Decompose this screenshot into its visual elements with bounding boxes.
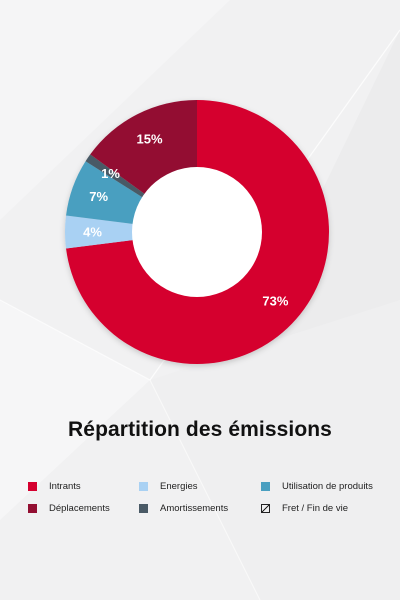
legend-item-deplacements: Déplacements bbox=[28, 503, 110, 514]
legend-swatch-intrants bbox=[28, 482, 37, 491]
donut-chart-svg: 73% 4% 7% 1% 15% bbox=[65, 100, 330, 364]
slice-energies bbox=[65, 215, 197, 249]
chart-title: Répartition des émissions bbox=[68, 418, 332, 441]
legend-label-energies: Energies bbox=[160, 481, 198, 492]
legend-label-deplacements: Déplacements bbox=[49, 503, 110, 514]
legend-item-utilisation: Utilisation de produits bbox=[261, 481, 373, 492]
legend-swatch-fret bbox=[261, 504, 270, 513]
slice-label-d-placements: 15% bbox=[137, 131, 163, 146]
legend-label-utilisation: Utilisation de produits bbox=[282, 481, 373, 492]
donut-chart: 73% 4% 7% 1% 15% bbox=[65, 100, 330, 364]
slice-label-amortissements: 1% bbox=[101, 166, 120, 181]
donut-hole bbox=[132, 167, 262, 297]
legend-label-fret: Fret / Fin de vie bbox=[282, 503, 348, 514]
legend-swatch-amortissements bbox=[139, 504, 148, 513]
slice-label-energies: 4% bbox=[83, 225, 102, 240]
slice-label-intrants: 73% bbox=[262, 294, 288, 309]
legend-label-intrants: Intrants bbox=[49, 481, 81, 492]
slice-label-utilisation-de-produits: 7% bbox=[89, 189, 108, 204]
legend-swatch-energies bbox=[139, 482, 148, 491]
legend-swatch-deplacements bbox=[28, 504, 37, 513]
slice-labels: 73% 4% 7% 1% 15% bbox=[83, 131, 289, 308]
legend-label-amortissements: Amortissements bbox=[160, 503, 229, 514]
legend-item-amortissements: Amortissements bbox=[139, 503, 228, 514]
legend: Intrants Energies Utilisation de produit… bbox=[0, 477, 400, 527]
legend-swatch-utilisation bbox=[261, 482, 270, 491]
legend-item-energies: Energies bbox=[139, 481, 198, 492]
legend-item-fret: Fret / Fin de vie bbox=[261, 503, 348, 514]
legend-item-intrants: Intrants bbox=[28, 481, 81, 492]
